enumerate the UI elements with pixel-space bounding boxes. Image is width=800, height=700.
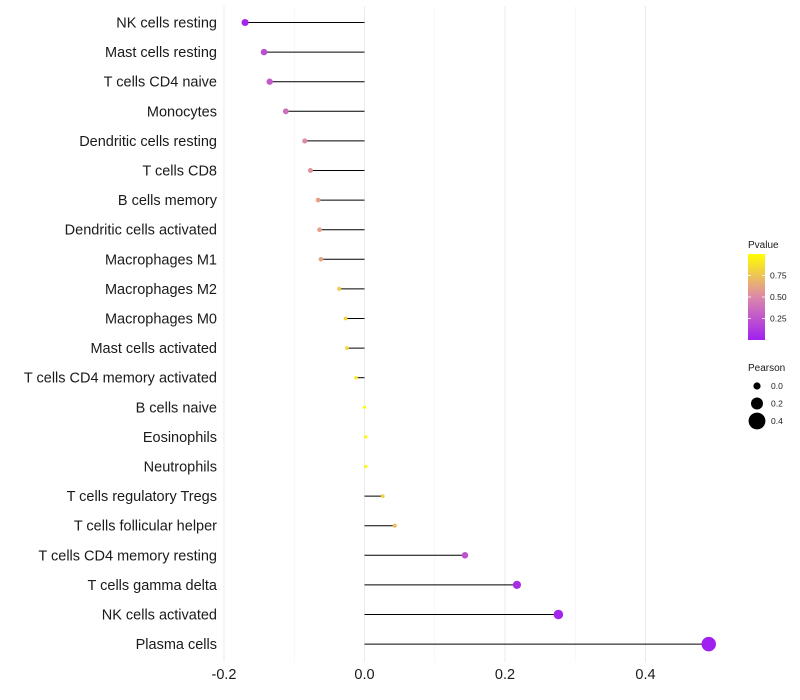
category-label: Neutrophils — [144, 460, 217, 476]
lollipop-dot — [345, 346, 349, 350]
size-legend-title: Pearson — [748, 363, 785, 374]
category-label: Macrophages M0 — [105, 312, 217, 328]
lollipop-dot — [512, 580, 522, 589]
category-label: T cells CD4 naive — [104, 75, 217, 91]
size-legend-dot — [751, 397, 763, 410]
x-tick-label: -0.2 — [212, 667, 237, 683]
lollipop-dot — [364, 435, 368, 439]
color-legend-tick-label: 0.50 — [770, 292, 787, 302]
size-legend-entries: 0.0 0.2 0.4 — [748, 381, 783, 430]
lollipop-dot — [266, 78, 273, 85]
category-label: T cells follicular helper — [74, 519, 217, 535]
x-tick-label: 0.2 — [495, 667, 515, 683]
legend: Pvalue 0.25 0.50 0.75 Pearson 0.0 0.2 0.4 — [748, 240, 787, 430]
size-legend-label: 0.4 — [771, 416, 783, 426]
lollipop-dot — [337, 286, 342, 291]
color-legend-tick-label: 0.25 — [770, 314, 787, 324]
category-labels: NK cells resting Mast cells resting T cell… — [24, 16, 218, 654]
x-axis-tick-labels: -0.2 0.0 0.2 0.4 — [212, 667, 656, 683]
category-label: B cells naive — [136, 400, 217, 416]
lollipop-dot — [307, 168, 313, 173]
category-label: T cells CD4 memory resting — [38, 548, 217, 564]
lollipop-dot — [362, 405, 367, 409]
lollipop-dot — [364, 464, 368, 469]
category-label: Macrophages M1 — [105, 252, 217, 268]
color-legend-title: Pvalue — [748, 240, 779, 251]
color-legend-ticks: 0.25 0.50 0.75 — [748, 271, 787, 324]
x-tick-label: 0.0 — [354, 667, 374, 683]
lollipop-dot — [392, 523, 397, 528]
size-legend-label: 0.2 — [771, 399, 783, 409]
category-label: Dendritic cells activated — [65, 223, 217, 239]
lollipop-dot — [315, 197, 321, 203]
lollipop-dot — [553, 609, 564, 620]
x-tick-label: 0.4 — [635, 667, 655, 683]
category-label: Mast cells activated — [90, 341, 217, 357]
size-legend-dot — [753, 382, 761, 390]
category-label: T cells CD8 — [142, 164, 217, 180]
lollipop-dot — [343, 316, 348, 321]
category-label: Eosinophils — [143, 430, 217, 446]
category-label: NK cells resting — [116, 16, 217, 32]
category-label: T cells gamma delta — [88, 578, 218, 594]
size-legend-label: 0.0 — [771, 381, 783, 391]
lollipop-dot — [318, 256, 324, 262]
grid-lines — [223, 6, 646, 662]
category-label: Dendritic cells resting — [79, 134, 217, 150]
lollipop-dot — [461, 552, 469, 559]
category-label: T cells regulatory Tregs — [67, 489, 217, 505]
lollipop-dot — [354, 375, 358, 380]
size-legend-dot — [748, 412, 766, 430]
lollipop-dot — [241, 18, 249, 27]
category-label: Monocytes — [147, 104, 217, 120]
category-label: T cells CD4 memory activated — [24, 371, 217, 387]
lollipop-dot — [260, 48, 268, 56]
lollipop-stems — [245, 22, 709, 645]
category-label: Mast cells resting — [105, 45, 217, 61]
lollipop-dot — [282, 108, 289, 115]
lollipop-dot — [701, 636, 716, 652]
category-label: NK cells activated — [102, 608, 217, 624]
lollipop-dot — [317, 227, 322, 233]
lollipop-dots — [241, 18, 716, 652]
lollipop-dot — [380, 494, 385, 498]
category-label: Plasma cells — [136, 637, 217, 653]
color-legend-tick-label: 0.75 — [770, 271, 787, 281]
lollipop-dot — [302, 138, 308, 144]
category-label: Macrophages M2 — [105, 282, 217, 298]
color-legend-bar — [748, 254, 765, 340]
category-label: B cells memory — [118, 193, 218, 209]
